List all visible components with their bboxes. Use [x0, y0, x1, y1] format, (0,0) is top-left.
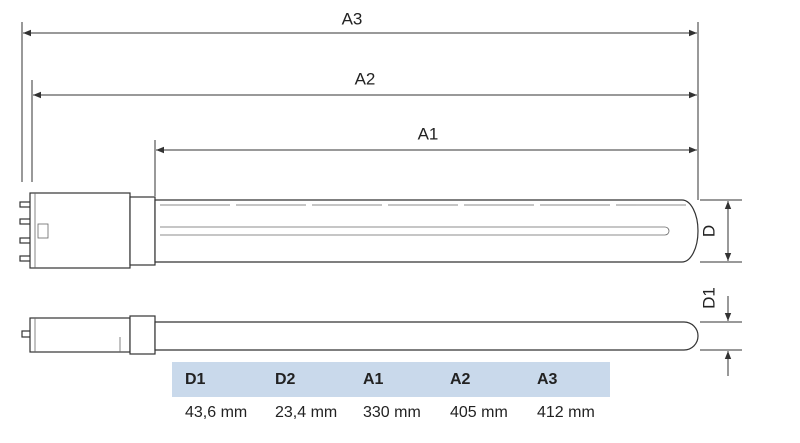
table-cell: 330 mm [363, 404, 421, 421]
table-cell: 23,4 mm [275, 404, 337, 421]
spec-table: D1 D2 A1 A2 A3 43,6 mm 23,4 mm 330 mm 405 mm 412 … [185, 371, 595, 421]
table-header-band [172, 362, 610, 397]
table-header: A3 [537, 371, 558, 388]
table-header: D1 [185, 371, 206, 388]
table-cell: 43,6 mm [185, 404, 247, 421]
dimension-lines [21, 22, 742, 376]
table-cell: 405 mm [450, 404, 508, 421]
table-header: A1 [363, 371, 384, 388]
label-d1: D1 [699, 287, 718, 309]
table-header: D2 [275, 371, 296, 388]
label-d: D [699, 225, 718, 237]
label-a2: A2 [355, 69, 376, 88]
table-header: A2 [450, 371, 471, 388]
label-a3: A3 [342, 9, 363, 28]
table-cell: 412 mm [537, 404, 595, 421]
lamp-side-view [21, 315, 699, 355]
label-a1: A1 [418, 124, 439, 143]
lamp-front-view [19, 192, 699, 269]
